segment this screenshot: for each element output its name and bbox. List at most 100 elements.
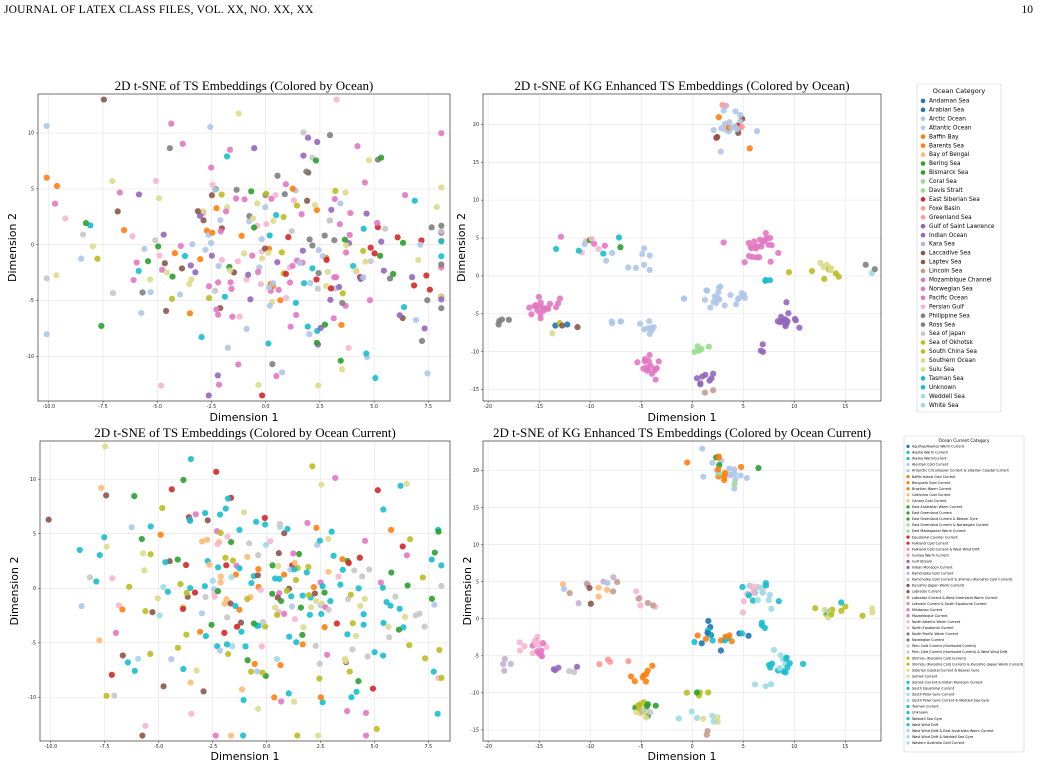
legend-marker xyxy=(920,340,926,345)
legend-item-label: Tasman Sea xyxy=(928,376,964,382)
scatter-point xyxy=(726,465,733,472)
chart-panel-4: -20 -15 -10 -5 0 5 10 15 -15 -10 -5 0 5 10 15 20 2D t-SN… xyxy=(461,425,882,763)
scatter-point xyxy=(254,200,261,207)
scatter-point xyxy=(609,320,616,327)
scatter-point xyxy=(303,168,310,175)
scatter-point xyxy=(272,192,279,199)
scatter-point xyxy=(189,241,196,248)
legend-item-label: Leeuwin Current & South Equatorial Curre… xyxy=(912,602,987,606)
legend-marker xyxy=(906,499,910,503)
scatter-point xyxy=(164,588,171,595)
scatter-point xyxy=(603,257,610,264)
scatter-point xyxy=(438,184,445,191)
legend-item-label: Philippine Sea xyxy=(929,313,970,319)
scatter-point xyxy=(331,195,338,203)
scatter-point xyxy=(766,591,773,599)
scatter-point xyxy=(549,330,556,337)
scatter-point xyxy=(221,629,228,636)
scatter-point xyxy=(428,556,435,563)
legend-marker xyxy=(906,535,910,539)
y-tick-label: 0 xyxy=(476,274,479,280)
legend-marker xyxy=(906,717,910,721)
scatter-point xyxy=(271,604,279,611)
scatter-point xyxy=(236,526,243,533)
scatter-point xyxy=(250,620,257,627)
scatter-point xyxy=(325,568,332,575)
scatter-point xyxy=(223,562,230,569)
scatter-point xyxy=(171,250,178,257)
scatter-point xyxy=(187,262,194,269)
legend-marker xyxy=(906,614,910,618)
scatter-point xyxy=(436,646,443,654)
scatter-point xyxy=(262,204,269,211)
scatter-point xyxy=(606,658,614,665)
scatter-point xyxy=(625,658,632,665)
scatter-point xyxy=(187,584,194,592)
x-tick-label: 7.5 xyxy=(425,744,433,750)
legend-marker xyxy=(920,313,926,318)
scatter-point xyxy=(244,657,251,664)
scatter-point xyxy=(217,217,224,224)
scatter-point xyxy=(270,217,277,225)
legend-marker xyxy=(920,250,926,256)
scatter-point xyxy=(700,473,707,480)
scatter-point xyxy=(198,333,205,341)
scatter-point xyxy=(296,259,303,266)
scatter-point xyxy=(112,629,120,636)
scatter-point xyxy=(505,316,512,323)
scatter-point xyxy=(756,254,763,261)
legend-marker xyxy=(906,729,910,733)
scatter-point xyxy=(213,306,220,313)
scatter-point xyxy=(409,274,416,281)
scatter-point xyxy=(791,315,798,323)
scatter-point xyxy=(528,311,535,318)
scatter-point xyxy=(424,297,431,304)
scatter-point xyxy=(758,619,765,626)
scatter-point xyxy=(248,188,255,195)
scatter-point xyxy=(586,584,593,592)
chart-title: 2D t-SNE of KG Enhanced TS Embeddings (C… xyxy=(493,425,871,440)
legend-marker xyxy=(906,444,910,448)
x-axis-label: Dimension 1 xyxy=(648,750,717,763)
x-tick-label: -10 xyxy=(586,744,594,750)
scatter-point xyxy=(243,325,250,333)
legend-item-label: East Greenland Current xyxy=(912,511,952,515)
legend-item-label: Gulf of Saint Lawrence xyxy=(929,224,995,230)
legend-marker xyxy=(906,487,910,491)
legend-marker xyxy=(920,295,926,301)
scatter-point xyxy=(426,286,433,293)
scatter-point xyxy=(291,698,298,705)
scatter-point xyxy=(180,476,187,484)
scatter-point xyxy=(403,480,410,487)
scatter-point xyxy=(342,249,350,256)
scatter-point xyxy=(637,320,644,327)
scatter-point xyxy=(332,187,339,195)
legend-frame xyxy=(903,435,1025,753)
scatter-point xyxy=(817,259,824,266)
legend-ocean-current: Ocean Current Category Agulhas/Alamos War… xyxy=(903,435,1025,753)
chart-panel-1: -10.0 -7.5 -5.0 -2.5 0.0 2.5 5.0 7.5 -10 -5 0 5 10 2D… xyxy=(6,78,451,424)
scatter-point xyxy=(649,602,657,609)
scatter-point xyxy=(343,242,350,249)
scatter-point xyxy=(710,126,717,134)
legend-item-label: South Equatorial Current xyxy=(912,687,955,691)
scatter-point xyxy=(155,195,163,202)
scatter-point xyxy=(177,242,184,250)
scatter-point xyxy=(344,708,351,715)
scatter-point xyxy=(274,563,282,570)
scatter-point xyxy=(208,621,215,628)
scatter-point xyxy=(380,619,387,627)
scatter-point xyxy=(227,600,234,607)
scatter-point xyxy=(278,369,286,376)
scatter-point xyxy=(435,528,442,535)
scatter-point xyxy=(595,245,602,253)
scatter-point xyxy=(754,596,761,604)
scatter-point xyxy=(240,732,247,739)
scatter-point xyxy=(168,656,175,663)
scatter-point xyxy=(768,242,775,249)
scatter-point xyxy=(227,279,234,286)
scatter-point xyxy=(215,262,222,270)
scatter-point xyxy=(438,261,445,268)
scatter-point xyxy=(820,263,827,271)
scatter-point xyxy=(213,205,220,212)
